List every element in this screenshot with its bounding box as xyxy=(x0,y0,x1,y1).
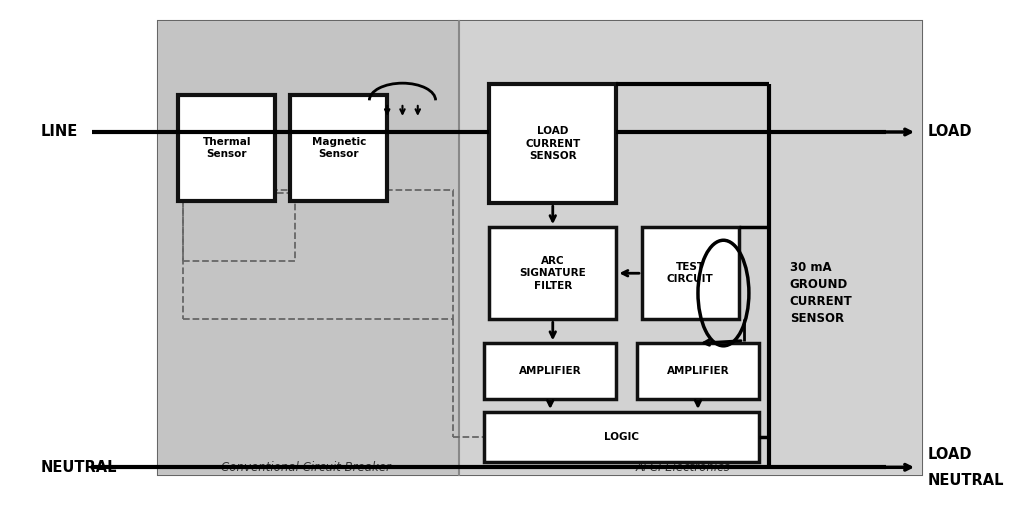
Text: ARC
SIGNATURE
FILTER: ARC SIGNATURE FILTER xyxy=(519,256,586,290)
Bar xyxy=(489,84,616,203)
Bar xyxy=(158,21,923,475)
Text: TEST
CIRCUIT: TEST CIRCUIT xyxy=(667,262,714,285)
Text: Thermal
Sensor: Thermal Sensor xyxy=(203,137,251,159)
Bar xyxy=(637,343,759,399)
Text: AFCI Electronics: AFCI Electronics xyxy=(635,461,730,474)
Bar xyxy=(489,227,616,319)
Text: Magnetic
Sensor: Magnetic Sensor xyxy=(311,137,366,159)
Text: AMPLIFIER: AMPLIFIER xyxy=(519,366,582,376)
Text: NEUTRAL: NEUTRAL xyxy=(41,460,118,475)
Text: 30 mA
GROUND
CURRENT
SENSOR: 30 mA GROUND CURRENT SENSOR xyxy=(790,261,852,325)
Text: AMPLIFIER: AMPLIFIER xyxy=(667,366,729,376)
Bar xyxy=(459,21,923,475)
Text: LOAD
CURRENT
SENSOR: LOAD CURRENT SENSOR xyxy=(525,127,581,161)
Bar xyxy=(183,190,454,319)
Bar xyxy=(178,95,275,201)
Text: LINE: LINE xyxy=(41,125,78,139)
Text: LOGIC: LOGIC xyxy=(604,432,639,442)
Bar xyxy=(183,193,296,261)
Text: LOAD: LOAD xyxy=(927,447,972,461)
Bar xyxy=(158,21,459,475)
Bar xyxy=(291,95,387,201)
Bar xyxy=(484,343,616,399)
Text: NEUTRAL: NEUTRAL xyxy=(927,473,1004,488)
Bar xyxy=(642,227,738,319)
Text: Conventional Circuit Breaker: Conventional Circuit Breaker xyxy=(221,461,390,474)
Text: LOAD: LOAD xyxy=(927,125,972,139)
Bar xyxy=(484,412,759,462)
